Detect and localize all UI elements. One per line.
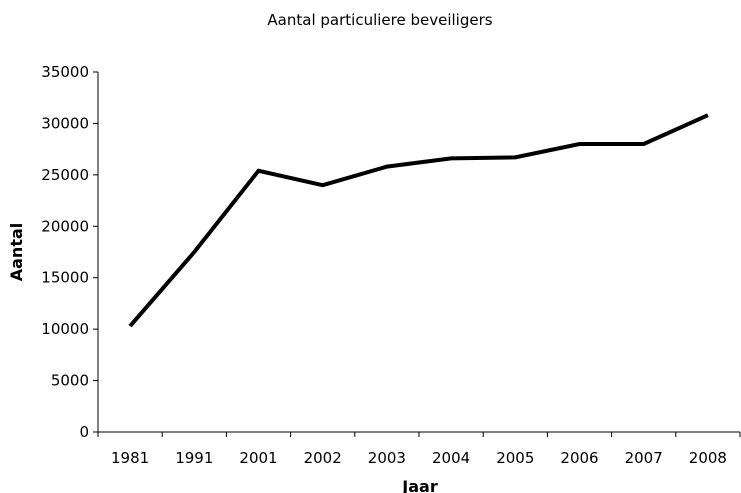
y-tick-label: 0: [79, 423, 89, 441]
y-tick-label: 30000: [41, 114, 89, 132]
y-tick-label: 35000: [41, 63, 89, 81]
y-tick-label: 15000: [41, 269, 89, 287]
x-tick-label: 2007: [625, 449, 663, 467]
x-tick-label: 2002: [304, 449, 342, 467]
y-tick-label: 20000: [41, 217, 89, 235]
y-tick-label: 5000: [51, 372, 89, 390]
y-tick-label: 10000: [41, 320, 89, 338]
chart-title: Aantal particuliere beveiligers: [267, 11, 492, 29]
series-line: [128, 113, 709, 328]
y-axis-title: Aantal: [7, 223, 26, 282]
y-axis-ticks: 0 5000 10000 15000 20000 25000 30000 35000: [41, 63, 98, 441]
x-tick-label: 2008: [689, 449, 727, 467]
x-axis-ticks: 1981 1991 2001 2002 2003 2004 2005 2006 2007 2008: [97, 432, 741, 467]
x-tick-label: 2004: [432, 449, 470, 467]
x-tick-label: 2003: [368, 449, 406, 467]
x-tick-label: 1981: [111, 449, 149, 467]
x-axis-title: Jaar: [401, 477, 438, 493]
x-tick-label: 1991: [175, 449, 213, 467]
x-tick-label: 2006: [560, 449, 598, 467]
series-group: [128, 113, 709, 328]
y-tick-label: 25000: [41, 166, 89, 184]
x-tick-label: 2005: [496, 449, 534, 467]
x-tick-label: 2001: [239, 449, 277, 467]
